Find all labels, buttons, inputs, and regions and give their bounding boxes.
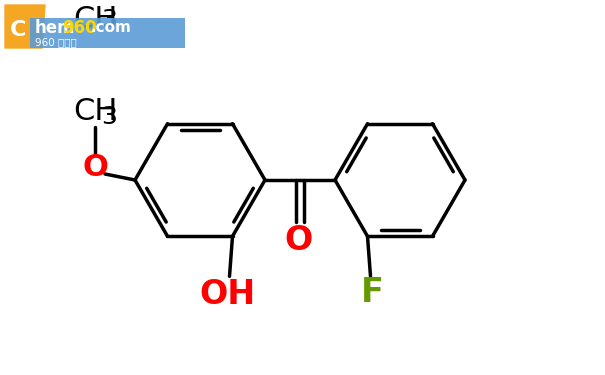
Text: OH: OH — [200, 278, 256, 311]
Text: O: O — [82, 153, 108, 182]
Text: 3: 3 — [101, 105, 117, 129]
Text: 960 化工网: 960 化工网 — [35, 37, 77, 47]
Text: CH: CH — [73, 98, 117, 126]
Bar — [30, 18, 185, 48]
Text: F: F — [361, 276, 384, 309]
Text: O: O — [284, 224, 312, 256]
Polygon shape — [5, 5, 45, 48]
Text: CH: CH — [73, 5, 117, 34]
Text: .com: .com — [90, 21, 131, 36]
Text: 960: 960 — [62, 19, 97, 37]
Text: 3: 3 — [101, 8, 117, 32]
Text: C: C — [10, 20, 27, 40]
Text: hem: hem — [35, 19, 76, 37]
